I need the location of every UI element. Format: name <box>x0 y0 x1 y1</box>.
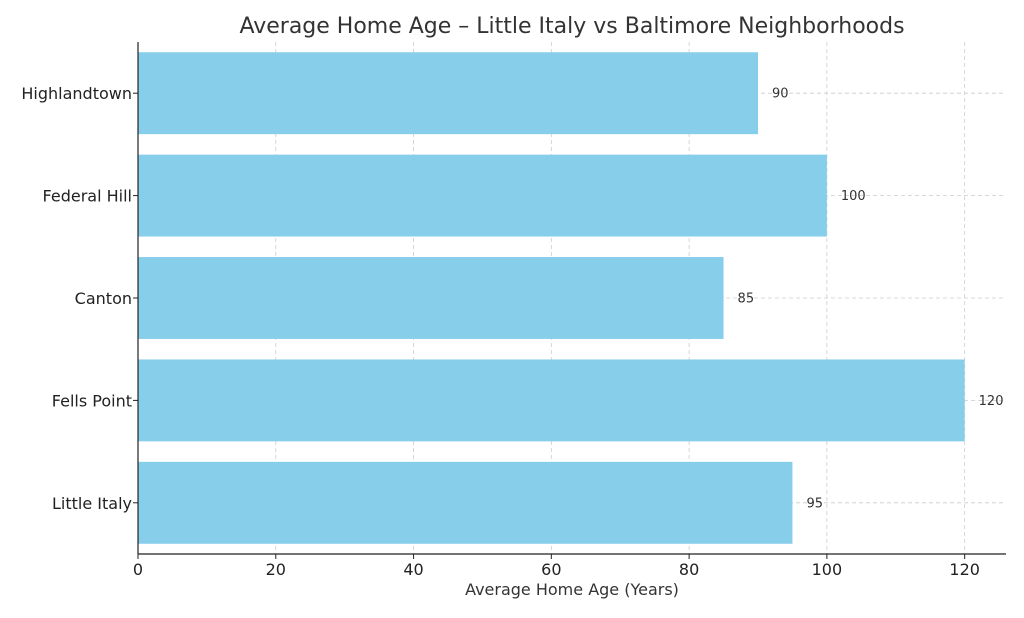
bar-canton <box>138 257 724 339</box>
y-tick-label: Highlandtown <box>21 84 132 103</box>
label-layer: 95 120 85 100 90 <box>738 87 1004 512</box>
y-tick-label: Canton <box>75 289 132 308</box>
x-axis-label: Average Home Age (Years) <box>465 580 679 599</box>
bar-federal-hill <box>138 154 827 237</box>
x-tick-label: 60 <box>541 560 561 579</box>
x-tick-label: 100 <box>812 560 843 579</box>
bar-value-label: 120 <box>979 394 1004 409</box>
bar-value-label: 90 <box>772 87 789 102</box>
bar-fells-point <box>138 359 965 442</box>
bar-value-label: 95 <box>806 496 823 511</box>
x-tick-label: 120 <box>949 560 980 579</box>
bar-little-italy <box>138 461 793 544</box>
bar-highlandtown <box>138 52 758 135</box>
y-tick-label: Federal Hill <box>43 187 132 206</box>
chart-title: Average Home Age – Little Italy vs Balti… <box>239 14 904 39</box>
bar-value-label: 100 <box>841 189 866 204</box>
x-tick-label: 80 <box>679 560 699 579</box>
axis-layer: 0 20 40 60 80 100 120 Little Italy Fells Point Ca… <box>21 42 1006 579</box>
x-tick-label: 0 <box>133 560 143 579</box>
x-tick-label: 40 <box>403 560 423 579</box>
y-tick-label: Little Italy <box>52 494 132 513</box>
x-tick-label: 20 <box>266 560 286 579</box>
bar-layer <box>138 52 965 544</box>
bar-value-label: 85 <box>738 292 755 307</box>
y-tick-label: Fells Point <box>52 391 132 410</box>
